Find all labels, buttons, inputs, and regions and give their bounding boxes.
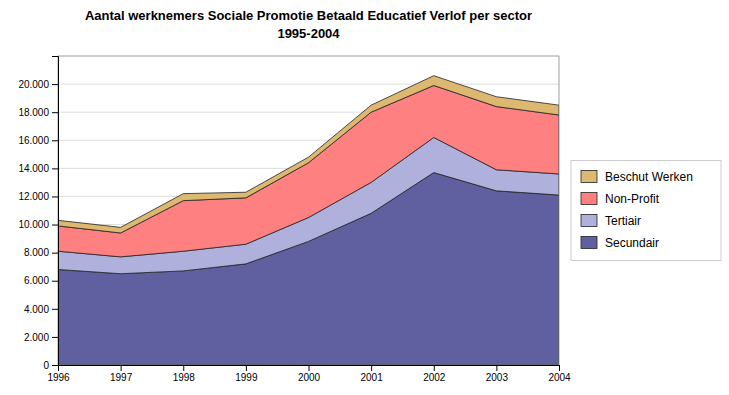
y-tick: 0 xyxy=(43,360,58,371)
y-tick-label: 6.000 xyxy=(24,275,49,286)
title: Aantal werknemers Sociale Promotie Betaa… xyxy=(85,8,532,23)
area-series xyxy=(58,85,559,256)
y-tick: 4.000 xyxy=(24,304,58,315)
y-tick-label: 4.000 xyxy=(24,304,49,315)
grid-line xyxy=(58,84,559,85)
chart: Aantal werknemers Sociale Promotie Betaa… xyxy=(0,0,729,395)
x-tick: 2000 xyxy=(298,365,321,383)
y-tick-label: 12.000 xyxy=(18,191,49,202)
y-tick-mark xyxy=(52,112,58,113)
y-axis-line xyxy=(52,57,59,366)
x-tick-label: 1996 xyxy=(47,372,70,383)
y-tick-label: 8.000 xyxy=(24,247,49,258)
y-tick-mark xyxy=(52,365,58,366)
y-axis: 0 2.000 4.000 6.000 8.000 10.000 12.000 14.000 1… xyxy=(18,57,58,371)
y-tick-mark xyxy=(52,140,58,141)
legend-item: Non-Profit xyxy=(581,192,660,206)
legend-box xyxy=(571,161,721,261)
x-tick-mark xyxy=(183,365,184,371)
legend-swatch xyxy=(581,237,597,249)
x-tick: 1998 xyxy=(173,365,196,383)
x-tick-label: 2000 xyxy=(298,372,321,383)
y-tick-mark xyxy=(52,281,58,282)
y-tick-label: 20.000 xyxy=(18,79,49,90)
x-tick: 2001 xyxy=(361,365,384,383)
x-tick-label: 2001 xyxy=(361,372,384,383)
legend: Beschut Werken Non-Profit Tertiair Secundai… xyxy=(571,161,721,261)
y-tick-mark xyxy=(52,253,58,254)
y-tick-label: 16.000 xyxy=(18,135,49,146)
legend-label: Tertiair xyxy=(605,214,641,228)
legend-label: Non-Profit xyxy=(605,192,660,206)
area-series xyxy=(58,76,559,233)
plot-frame xyxy=(58,56,559,365)
y-tick: 12.000 xyxy=(18,191,58,202)
areas xyxy=(58,76,559,365)
x-axis-line xyxy=(59,366,560,372)
x-tick-mark xyxy=(309,365,310,371)
legend-item: Tertiair xyxy=(581,214,641,228)
x-tick: 2002 xyxy=(423,365,446,383)
y-tick: 6.000 xyxy=(24,275,58,286)
x-tick-label: 2002 xyxy=(423,372,446,383)
x-tick: 1996 xyxy=(47,365,70,383)
y-tick: 20.000 xyxy=(18,79,58,90)
x-tick-label: 1999 xyxy=(235,372,258,383)
y-tick: 16.000 xyxy=(18,135,58,146)
x-axis: 1996 1997 1998 1999 2000 2001 2002 2003 2004 xyxy=(47,365,571,383)
plot: 1996 1997 1998 1999 2000 2001 2002 2003 2004 0 2.0… xyxy=(18,56,571,383)
y-tick: 18.000 xyxy=(18,107,58,118)
x-tick-mark xyxy=(371,365,372,371)
y-tick: 10.000 xyxy=(18,219,58,230)
x-tick-mark xyxy=(246,365,247,371)
x-tick: 2004 xyxy=(548,365,571,383)
y-tick-label: 2.000 xyxy=(24,332,49,343)
y-tick-mark xyxy=(52,309,58,310)
y-tick-mark xyxy=(52,225,58,226)
x-tick: 1999 xyxy=(235,365,258,383)
legend-item: Beschut Werken xyxy=(581,170,693,184)
legend-label: Secundair xyxy=(605,236,659,250)
y-tick: 2.000 xyxy=(24,332,58,343)
x-tick-label: 1997 xyxy=(110,372,133,383)
y-tick-mark xyxy=(52,84,58,85)
x-tick: 2003 xyxy=(486,365,509,383)
x-tick-mark xyxy=(434,365,435,371)
y-tick-label: 18.000 xyxy=(18,107,49,118)
x-tick-mark xyxy=(496,365,497,371)
x-tick-label: 1998 xyxy=(173,372,196,383)
y-tick: 14.000 xyxy=(18,163,58,174)
x-tick-label: 2004 xyxy=(548,372,571,383)
x-tick-label: 2003 xyxy=(486,372,509,383)
y-tick-mark xyxy=(52,337,58,338)
legend-swatch xyxy=(581,193,597,205)
legend-item: Secundair xyxy=(581,236,659,250)
y-tick-mark xyxy=(52,168,58,169)
legend-label: Beschut Werken xyxy=(605,170,693,184)
y-tick-label: 0 xyxy=(43,360,49,371)
x-tick-mark xyxy=(121,365,122,371)
y-tick-label: 10.000 xyxy=(18,219,49,230)
y-tick-label: 14.000 xyxy=(18,163,49,174)
x-tick-mark xyxy=(559,365,560,371)
y-tick: 8.000 xyxy=(24,247,58,258)
x-tick: 1997 xyxy=(110,365,133,383)
y-tick-mark xyxy=(52,196,58,197)
legend-swatch xyxy=(581,215,597,227)
subtitle: 1995-2004 xyxy=(277,26,340,41)
legend-swatch xyxy=(581,171,597,183)
